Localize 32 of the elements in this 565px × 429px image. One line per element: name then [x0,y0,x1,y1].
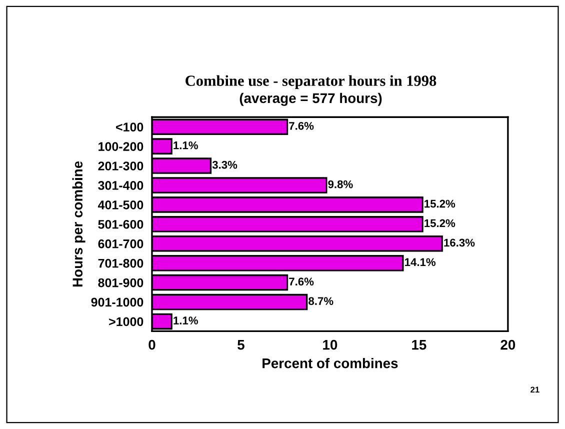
y-tick-label: 501-600 [98,220,144,229]
x-tick-label: 20 [500,340,516,350]
chart-subtitle: (average = 577 hours) [240,92,382,106]
y-axis-title: Hours per combine [72,161,86,287]
data-label: 7.6% [289,278,314,286]
y-tick-label: 701-800 [98,258,144,268]
y-tick-label: 100-200 [98,142,144,151]
x-tick-label: 10 [323,340,338,350]
data-label: 1.1% [174,316,198,324]
y-tick-label: 801-900 [98,278,144,288]
y-tick-label: 201-300 [98,162,144,170]
y-tick-label: 601-700 [98,239,144,248]
x-axis-title: Percent of combines [262,358,398,368]
data-label: 7.6% [289,122,314,130]
data-label: 15.2% [424,200,456,208]
text: 21 [530,386,540,393]
data-label: 8.7% [308,297,334,305]
data-label: 9.8% [328,180,353,188]
data-label: 16.3% [444,238,475,247]
y-tick-label: 301-400 [98,181,144,190]
y-tick-label: <100 [116,122,144,132]
y-tick-label: 401-500 [98,200,144,210]
data-label: 14.1% [405,258,436,266]
x-tick-label: 5 [238,340,244,350]
data-label: 3.3% [212,160,238,169]
x-tick-label: 0 [148,340,156,350]
data-label: 1.1% [174,141,198,150]
y-tick-label: >1000 [109,317,144,326]
x-tick-label: 15 [412,340,426,350]
chart-title: Combine use - separator hours in 1998 [186,75,436,90]
data-label: 15.2% [424,219,456,228]
y-tick-label: 901-1000 [91,298,144,307]
